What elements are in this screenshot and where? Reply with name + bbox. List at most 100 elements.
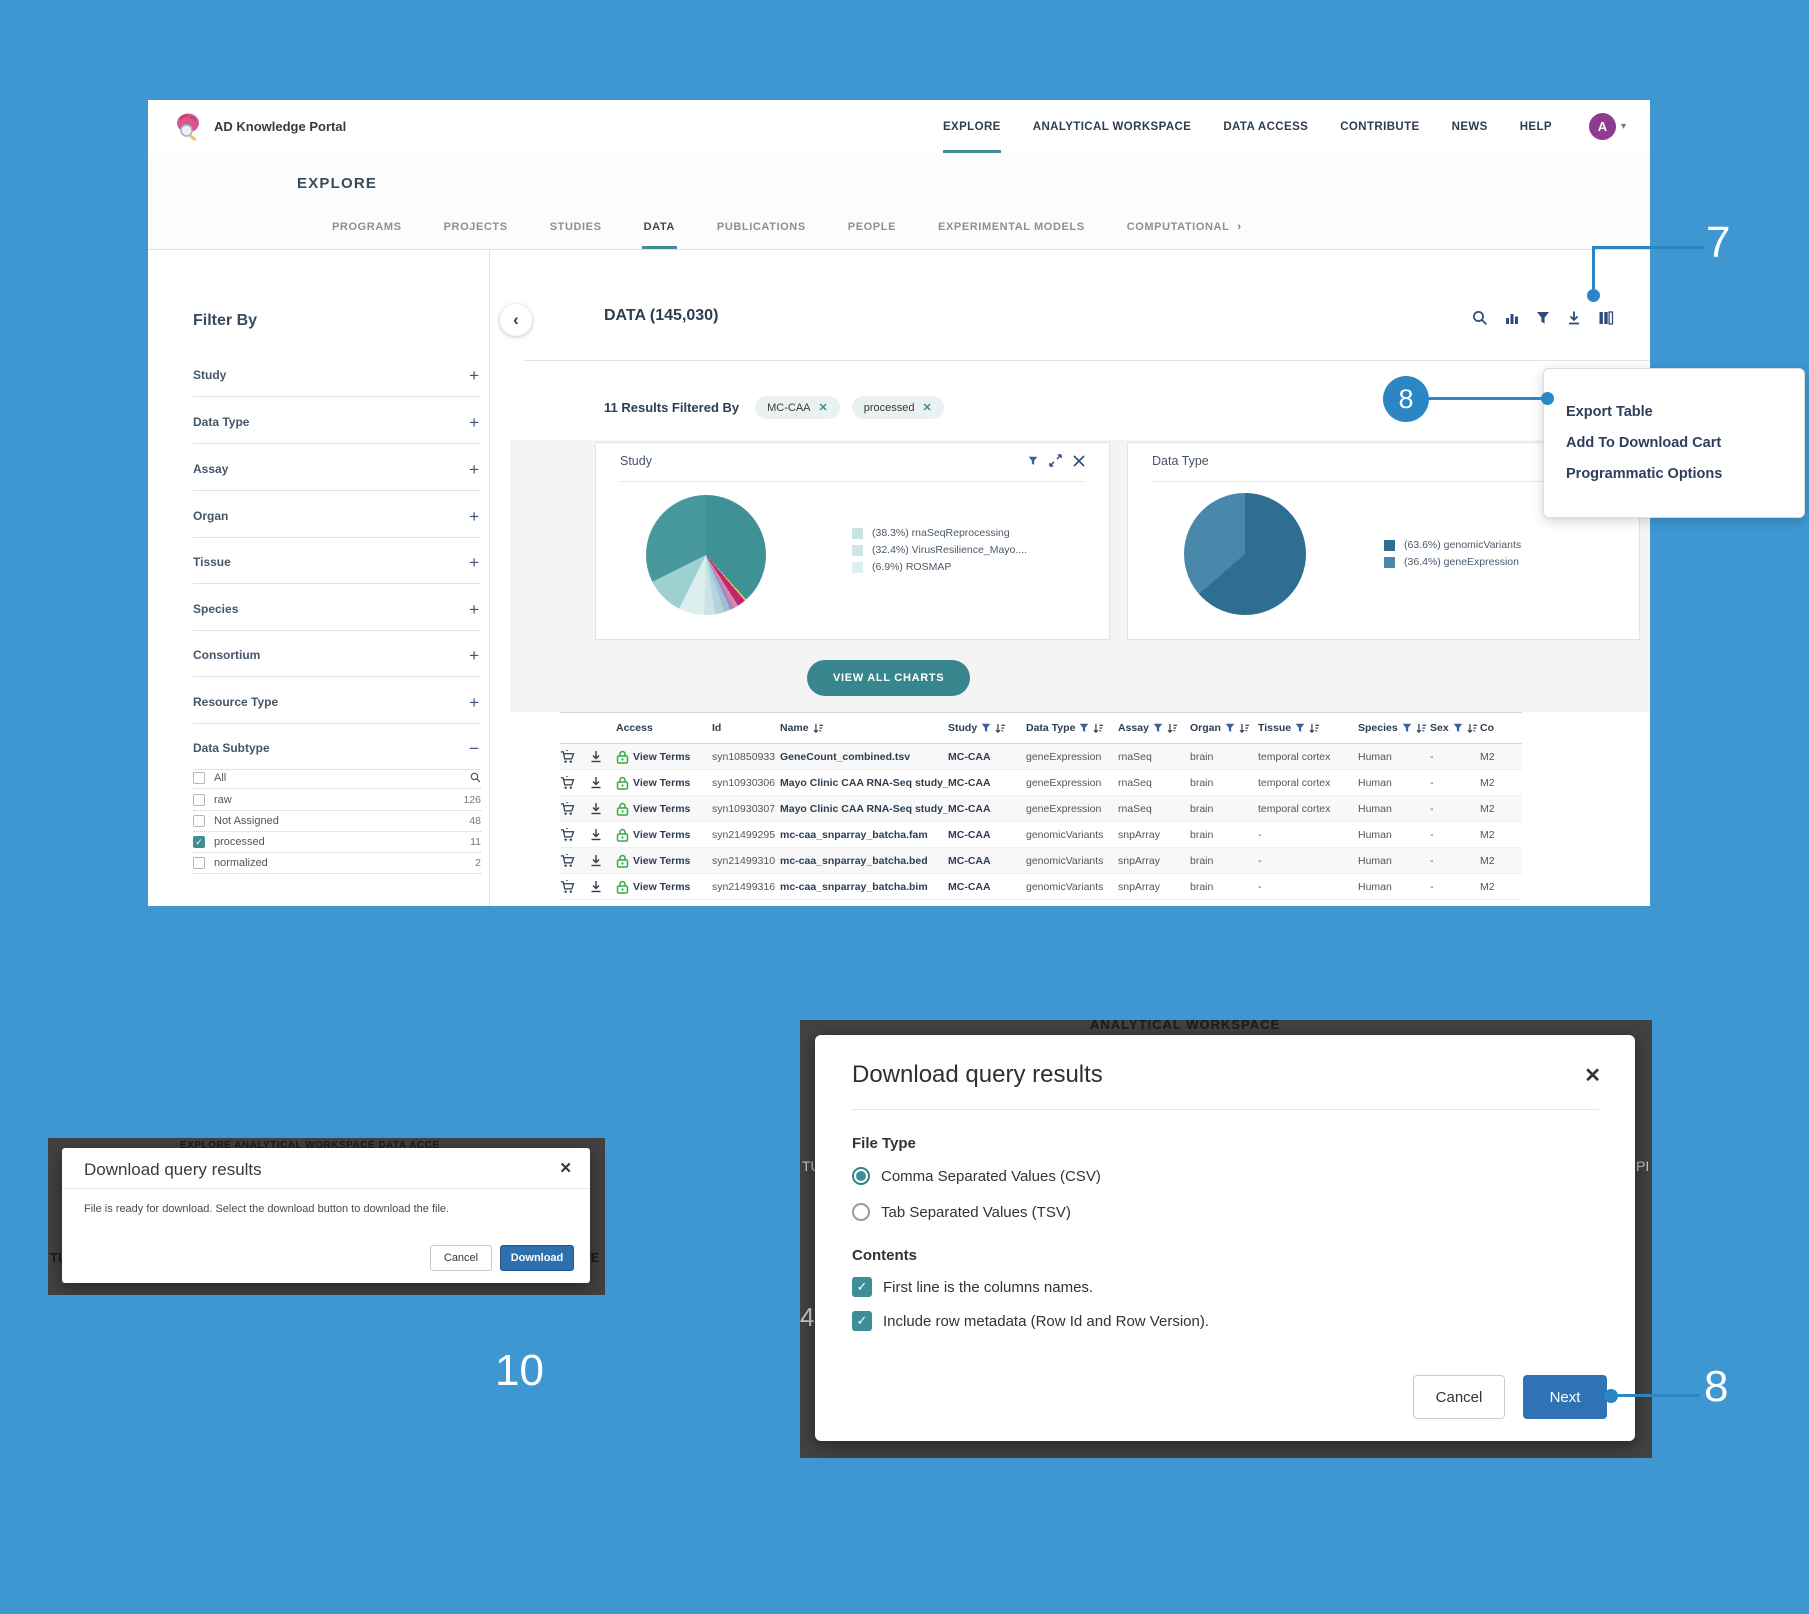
- columns-icon[interactable]: [1598, 310, 1614, 326]
- filter-option-processed[interactable]: ✓ processed 11: [193, 831, 481, 853]
- download-icon[interactable]: [1566, 310, 1582, 326]
- add-to-cart-icon[interactable]: [560, 749, 590, 764]
- view-terms-link[interactable]: View Terms: [633, 828, 691, 841]
- cancel-button[interactable]: Cancel: [1413, 1375, 1505, 1419]
- filter-section-resource-type[interactable]: Resource Type +: [193, 693, 481, 724]
- funnel-icon[interactable]: [1079, 723, 1089, 733]
- filter-option-raw[interactable]: raw 126: [193, 789, 481, 811]
- expand-plus-icon[interactable]: +: [469, 600, 479, 619]
- nav-item-news[interactable]: NEWS: [1451, 120, 1488, 133]
- expand-plus-icon[interactable]: +: [469, 507, 479, 526]
- user-menu[interactable]: A ▾: [1588, 113, 1626, 140]
- collapse-minus-icon[interactable]: −: [469, 739, 479, 758]
- tab-people[interactable]: PEOPLE: [846, 221, 898, 249]
- expand-plus-icon[interactable]: +: [469, 693, 479, 712]
- collapse-sidebar-button[interactable]: ‹: [500, 304, 532, 336]
- expand-plus-icon[interactable]: +: [469, 460, 479, 479]
- tab-computational[interactable]: COMPUTATIONAL ›: [1125, 221, 1244, 249]
- menu-item-export-table[interactable]: Export Table: [1566, 404, 1653, 420]
- filter-section-consortium[interactable]: Consortium +: [193, 646, 481, 677]
- nav-item-help[interactable]: HELP: [1519, 120, 1552, 133]
- column-header-data-type[interactable]: Data Type: [1026, 722, 1118, 734]
- sort-icon[interactable]: [813, 723, 824, 734]
- funnel-icon[interactable]: [1295, 723, 1305, 733]
- column-header-co[interactable]: Co: [1480, 722, 1522, 734]
- download-button[interactable]: Download: [500, 1245, 574, 1271]
- funnel-icon[interactable]: [1153, 723, 1163, 733]
- tab-projects[interactable]: PROJECTS: [442, 221, 510, 249]
- tab-programs[interactable]: PROGRAMS: [330, 221, 404, 249]
- view-terms-link[interactable]: View Terms: [633, 854, 691, 867]
- chip-remove-icon[interactable]: ✕: [922, 402, 932, 414]
- search-icon[interactable]: [1472, 310, 1488, 326]
- column-header-sex[interactable]: Sex: [1430, 722, 1480, 734]
- checkbox-checked-icon[interactable]: ✓: [193, 835, 205, 848]
- download-file-icon[interactable]: [590, 776, 616, 789]
- expand-plus-icon[interactable]: +: [469, 553, 479, 572]
- funnel-icon[interactable]: [981, 723, 991, 733]
- radio-unselected-icon[interactable]: [852, 1203, 870, 1221]
- column-header-assay[interactable]: Assay: [1118, 722, 1190, 734]
- tab-studies[interactable]: STUDIES: [548, 221, 604, 249]
- funnel-icon[interactable]: [1402, 723, 1412, 733]
- column-header-study[interactable]: Study: [948, 722, 1026, 734]
- bar-chart-icon[interactable]: [1504, 310, 1520, 326]
- tab-experimental-models[interactable]: EXPERIMENTAL MODELS: [936, 221, 1087, 249]
- filter-section-study[interactable]: Study +: [193, 366, 481, 397]
- filter-section-species[interactable]: Species +: [193, 600, 481, 631]
- checkbox-checked-icon[interactable]: ✓: [852, 1277, 872, 1297]
- filter-option-all[interactable]: All: [193, 767, 481, 789]
- filter-chip-mc-caa[interactable]: MC-CAA ✕: [755, 396, 840, 419]
- nav-item-data-access[interactable]: DATA ACCESS: [1223, 120, 1309, 133]
- expand-icon[interactable]: [1049, 454, 1062, 467]
- add-to-cart-icon[interactable]: [560, 827, 590, 842]
- sort-icon[interactable]: [1416, 723, 1427, 734]
- view-all-charts-button[interactable]: VIEW ALL CHARTS: [807, 660, 971, 696]
- sort-icon[interactable]: [995, 723, 1006, 734]
- add-to-cart-icon[interactable]: [560, 801, 590, 816]
- nav-item-explore[interactable]: EXPLORE: [942, 100, 1001, 153]
- filter-section-organ[interactable]: Organ +: [193, 507, 481, 538]
- column-header-name[interactable]: Name: [780, 722, 948, 734]
- download-file-icon[interactable]: [590, 750, 616, 763]
- download-file-icon[interactable]: [590, 880, 616, 893]
- filter-icon[interactable]: [1536, 311, 1550, 325]
- column-header-organ[interactable]: Organ: [1190, 722, 1258, 734]
- add-to-cart-icon[interactable]: [560, 879, 590, 894]
- view-terms-link[interactable]: View Terms: [633, 750, 691, 763]
- sort-icon[interactable]: [1093, 723, 1104, 734]
- column-header-tissue[interactable]: Tissue: [1258, 722, 1358, 734]
- close-icon[interactable]: ✕: [1584, 1065, 1601, 1087]
- filter-section-data-subtype[interactable]: Data Subtype −: [193, 739, 481, 770]
- next-button[interactable]: Next: [1523, 1375, 1607, 1419]
- brain-logo-icon[interactable]: [170, 108, 208, 146]
- filter-option-normalized[interactable]: normalized 2: [193, 852, 481, 874]
- funnel-icon[interactable]: [1225, 723, 1235, 733]
- view-terms-link[interactable]: View Terms: [633, 776, 691, 789]
- menu-item-add-to-download-cart[interactable]: Add To Download Cart: [1566, 435, 1722, 451]
- sort-icon[interactable]: [1167, 723, 1178, 734]
- download-file-icon[interactable]: [590, 802, 616, 815]
- funnel-icon[interactable]: [1028, 456, 1038, 466]
- menu-item-programmatic-options[interactable]: Programmatic Options: [1566, 466, 1723, 482]
- radio-tsv[interactable]: Tab Separated Values (TSV): [852, 1203, 1071, 1221]
- tab-publications[interactable]: PUBLICATIONS: [715, 221, 808, 249]
- checkbox-icon[interactable]: [193, 793, 205, 806]
- search-icon[interactable]: [470, 772, 481, 783]
- checkbox-icon[interactable]: [193, 856, 205, 869]
- nav-item-analytical-workspace[interactable]: ANALYTICAL WORKSPACE: [1032, 120, 1192, 133]
- column-header-access[interactable]: Access: [616, 722, 712, 734]
- add-to-cart-icon[interactable]: [560, 853, 590, 868]
- filter-section-tissue[interactable]: Tissue +: [193, 553, 481, 584]
- filter-section-data-type[interactable]: Data Type +: [193, 413, 481, 444]
- sort-icon[interactable]: [1239, 723, 1250, 734]
- column-header-species[interactable]: Species: [1358, 722, 1430, 734]
- expand-plus-icon[interactable]: +: [469, 646, 479, 665]
- filter-option-not-assigned[interactable]: Not Assigned 48: [193, 810, 481, 832]
- column-header-id[interactable]: Id: [712, 722, 780, 734]
- expand-plus-icon[interactable]: +: [469, 366, 479, 385]
- checkbox-row-metadata[interactable]: ✓ Include row metadata (Row Id and Row V…: [852, 1311, 1209, 1331]
- checkbox-columns-names[interactable]: ✓ First line is the columns names.: [852, 1277, 1093, 1297]
- funnel-icon[interactable]: [1453, 723, 1463, 733]
- chip-remove-icon[interactable]: ✕: [818, 402, 828, 414]
